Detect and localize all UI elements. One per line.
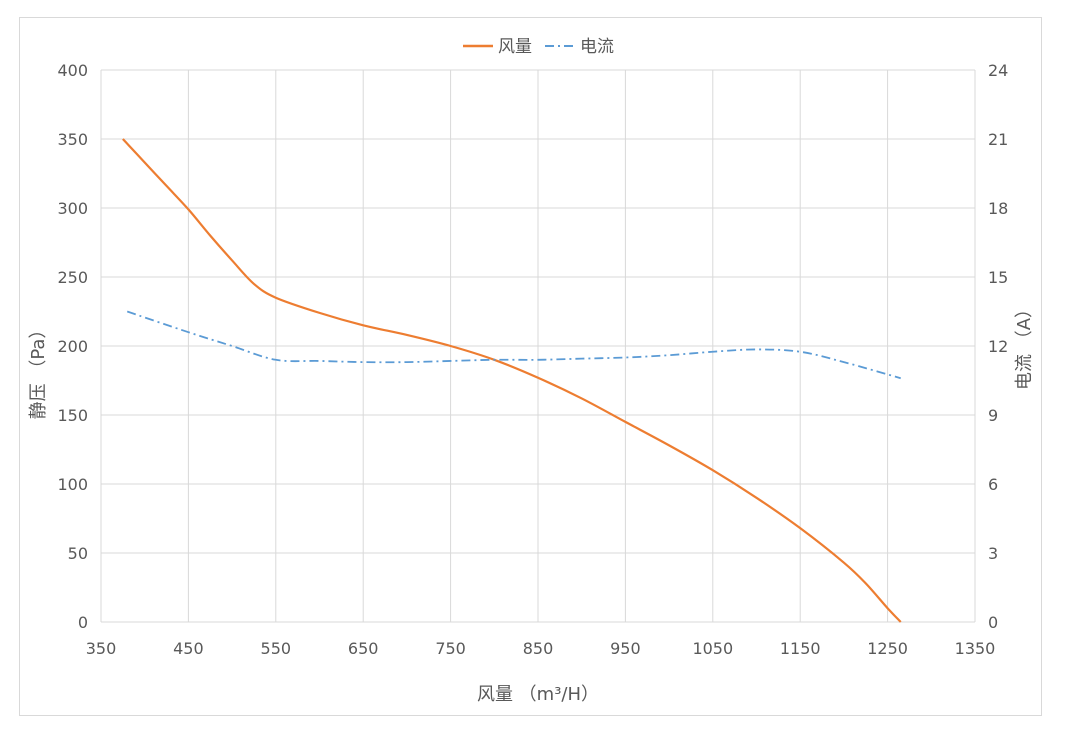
x-tick-label: 1050	[692, 639, 733, 658]
x-tick-label: 350	[86, 639, 117, 658]
x-tick-label: 650	[348, 639, 379, 658]
x-axis-title: 风量 （m³/H）	[477, 684, 599, 705]
x-tick-label: 450	[173, 639, 204, 658]
legend-label-current: 电流	[580, 37, 614, 57]
y-tick-label: 50	[68, 544, 88, 563]
y2-axis-title: 电流 （A）	[1014, 300, 1035, 390]
y-tick-label: 350	[57, 130, 88, 149]
x-tick-label: 1250	[867, 639, 908, 658]
x-tick-label: 750	[435, 639, 466, 658]
series-line-current	[126, 310, 901, 380]
y-axis-title: 静压 （Pa）	[28, 321, 49, 420]
legend-label-airflow: 风量	[498, 37, 532, 57]
y-tick-label: 300	[57, 199, 88, 218]
grid	[100, 69, 976, 623]
y-tick-label: 200	[57, 337, 88, 356]
x-tick-label: 850	[523, 639, 554, 658]
legend[interactable]: 风量 电流	[463, 37, 614, 57]
x-tick-label: 1150	[780, 639, 821, 658]
y-tick-label: 0	[78, 613, 88, 632]
chart-frame	[19, 17, 1042, 716]
y2-tick-label: 18	[988, 199, 1008, 218]
x-tick-label: 950	[610, 639, 641, 658]
y2-tick-label: 9	[988, 406, 998, 425]
x-tick-label: 550	[261, 639, 292, 658]
y-tick-label: 250	[57, 268, 88, 287]
series-layer	[122, 138, 902, 623]
x-tick-label: 1350	[955, 639, 996, 658]
y-tick-label: 400	[57, 61, 88, 80]
y2-tick-label: 21	[988, 130, 1008, 149]
y2-tick-label: 0	[988, 613, 998, 632]
y-tick-label: 100	[57, 475, 88, 494]
series-line-airflow	[122, 138, 902, 623]
y-tick-label: 150	[57, 406, 88, 425]
y2-tick-label: 12	[988, 337, 1008, 356]
y2-tick-label: 15	[988, 268, 1008, 287]
y2-tick-label: 6	[988, 475, 998, 494]
y2-tick-label: 24	[988, 61, 1008, 80]
y2-tick-label: 3	[988, 544, 998, 563]
tick-labels: 0 50 100 150 200 250 300 350 400 0 3 6 9 12 15 18 21 24 35…	[57, 61, 1008, 658]
